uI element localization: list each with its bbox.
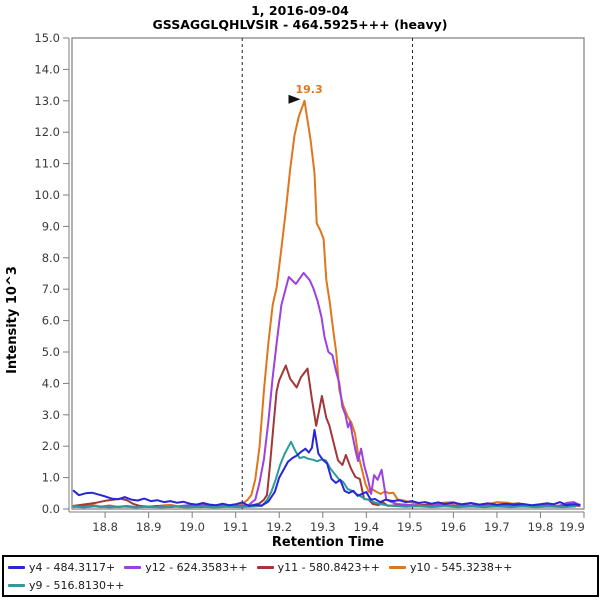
legend-label-y11: y11 - 580.8423++ [277,560,380,574]
legend-swatch-y12 [124,565,142,569]
x-tick-label: 19.5 [397,520,423,534]
y-tick-label: 1.0 [42,471,60,485]
x-tick-label: 18.9 [136,520,162,534]
y-tick-label: 13.0 [34,94,60,108]
x-tick-label: 19.8 [528,520,554,534]
x-tick-label: 19.1 [223,520,249,534]
legend: y4 - 484.3117+ y12 - 624.3583++ y11 - 580.… [2,555,599,597]
legend-label-y10: y10 - 545.3238++ [409,560,513,574]
x-tick-label: 19.7 [484,520,510,534]
x-tick-label: 19.0 [179,520,205,534]
series-y4-line[interactable] [72,428,581,507]
legend-item-y11: y11 - 580.8423++ [256,558,380,576]
plot-area-border [71,37,585,510]
series-y9-line[interactable] [72,440,577,509]
legend-item-y10: y10 - 545.3238++ [388,558,513,576]
y-tick-label: 15.0 [34,31,60,45]
y-tick-label: 9.0 [42,219,60,233]
legend-label-y9: y9 - 516.8130++ [29,578,125,592]
chromatogram-plot[interactable]: 0.0 1.0 2.0 3.0 4.0 5.0 6.0 7.0 8.0 9.0 10.0 11.0 12… [0,0,600,553]
y-tick-label: 0.0 [42,502,60,516]
legend-swatch-y9 [8,583,25,587]
x-tick-label: 19.4 [354,520,380,534]
y-tick-label: 8.0 [42,251,60,265]
chart-title: 1, 2016-09-04 [251,3,349,18]
x-tick-label: 19.6 [441,520,467,534]
y-tick-label: 11.0 [34,157,60,171]
y-tick-label: 6.0 [42,314,60,328]
x-tick-label: 19.9 [559,520,585,534]
x-axis-title: Retention Time [272,535,384,550]
legend-swatch-y4 [8,565,25,569]
x-tick-label: 19.2 [266,520,292,534]
legend-label-y4: y4 - 484.3117+ [29,560,116,574]
y-tick-label: 4.0 [42,376,60,390]
peak-arrow-icon[interactable] [288,94,301,104]
y-tick-label: 10.0 [34,188,60,202]
y-axis-title: Intensity 10^3 [5,266,20,374]
series-y10-line[interactable] [72,99,581,509]
x-tick-label: 18.8 [92,520,118,534]
chart-subtitle: GSSAGGLQHLVSIR - 464.5925+++ (heavy) [152,17,448,32]
peak-rt-annotation[interactable]: 19.3 [295,83,322,96]
legend-item-y4: y4 - 484.3117+ [8,558,115,576]
x-tick-label: 19.3 [310,520,336,534]
legend-item-y12: y12 - 624.3583++ [124,558,248,576]
y-tick-label: 5.0 [42,345,60,359]
y-tick-label: 14.0 [34,62,60,76]
legend-swatch-y11 [256,565,274,569]
y-tick-label: 3.0 [42,408,60,422]
series-y11-line[interactable] [72,364,581,509]
y-tick-label: 12.0 [34,125,60,139]
y-tick-label: 7.0 [42,282,60,296]
legend-swatch-y10 [388,565,406,569]
y-tick-label: 2.0 [42,439,60,453]
legend-item-y9: y9 - 516.8130++ [8,576,124,594]
legend-label-y12: y12 - 624.3583++ [145,560,248,574]
series-y12-line[interactable] [72,271,581,509]
